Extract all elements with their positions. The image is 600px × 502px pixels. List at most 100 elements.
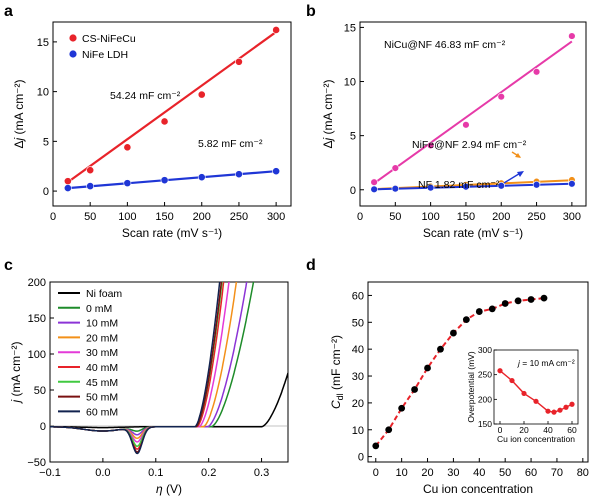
y-tick-label: 5	[43, 136, 49, 148]
y-axis-label: j (mA cm⁻²)	[9, 342, 23, 405]
plot-frame	[359, 21, 587, 207]
inset-chart: 0 20 40 60 150 200 250 300 Cu ion concentration O…	[466, 345, 582, 444]
x-tick-label: 0.2	[201, 467, 216, 479]
curve-60-mm	[50, 282, 221, 455]
chart-c: −0.1 0.0 0.1 0.2 0.3 −50 0 50 100 150 200 η (V) j (m…	[9, 277, 289, 496]
data-point	[398, 404, 406, 412]
data-point	[372, 442, 380, 450]
y-tick-label: 15	[344, 22, 356, 34]
x-tick-label: 20	[421, 467, 433, 479]
x-tick-label: 250	[527, 211, 545, 223]
legend-entry: CS-NiFeCu	[82, 33, 136, 45]
y-tick-label: 50	[34, 385, 46, 397]
data-point	[527, 296, 535, 303]
data-point	[568, 32, 576, 40]
x-tick-label: 0	[357, 211, 363, 223]
x-axis-label: Cu ion concentration	[423, 482, 533, 496]
data-point	[450, 329, 457, 337]
y-axis-label: Cdl (mF cm⁻²)	[329, 335, 345, 409]
legend-entry: 50 mM	[86, 392, 118, 404]
y-tick-label: 10	[352, 425, 364, 437]
chart-a: 0 50 100 150 200 250 300 0 5 10 15 Scan rate (mV s⁻…	[12, 21, 292, 240]
inset-y-tick-label: 150	[478, 419, 492, 429]
legend-marker	[69, 34, 77, 42]
legend-entry: 0 mM	[86, 303, 112, 315]
annotation-arrowhead	[515, 153, 521, 158]
inset-annotation: j = 10 mA cm⁻²	[517, 358, 575, 368]
data-point	[197, 90, 206, 99]
plot-frame	[49, 281, 289, 463]
x-tick-label: 300	[563, 211, 581, 223]
data-point	[235, 170, 243, 179]
inset-point	[569, 401, 575, 407]
x-tick-label: 10	[396, 467, 408, 479]
data-point	[475, 308, 483, 315]
data-point	[123, 143, 132, 152]
panel-label-b: b	[306, 3, 316, 20]
legend-entry: 40 mM	[86, 362, 118, 374]
legend-entry: 45 mM	[86, 377, 118, 389]
y-axis-label: Δj (mA cm⁻²)	[321, 79, 335, 148]
legend-entry: 20 mM	[86, 332, 118, 344]
data-point	[160, 176, 169, 185]
x-tick-label: 0.0	[95, 467, 110, 479]
x-tick-label: 80	[577, 467, 589, 479]
x-tick-label: 70	[551, 467, 563, 479]
data-point	[488, 305, 496, 313]
y-tick-label: 10	[37, 87, 49, 99]
data-point	[540, 294, 548, 302]
slope-annotation: NiFe@NF 2.94 mF cm⁻²	[412, 139, 527, 151]
legend-entry: 60 mM	[86, 406, 118, 418]
x-tick-label: 150	[457, 211, 475, 223]
x-tick-label: 0.3	[254, 467, 269, 479]
inset-point	[509, 377, 515, 384]
x-tick-label: 300	[267, 211, 285, 223]
x-tick-label: 250	[230, 211, 248, 223]
x-tick-label: 100	[118, 211, 136, 223]
inset-y-tick-label: 300	[478, 345, 492, 355]
legend-marker	[69, 50, 77, 58]
data-point	[272, 167, 281, 176]
inset-point	[545, 408, 551, 414]
y-tick-label: 0	[40, 421, 46, 433]
y-axis-label: Δj (mA cm⁻²)	[12, 79, 26, 148]
plot-frame	[52, 21, 292, 207]
x-tick-label: 50	[499, 467, 511, 479]
inset-point	[563, 404, 569, 410]
slope-annotation: 54.24 mF cm⁻²	[110, 90, 181, 102]
data-point	[86, 182, 95, 191]
data-point	[63, 177, 72, 186]
data-point	[235, 57, 243, 66]
data-point	[370, 178, 378, 186]
annotation-arrowhead	[517, 171, 524, 177]
inset-x-tick-label: 0	[498, 425, 503, 435]
data-point	[437, 345, 444, 353]
data-point	[462, 316, 470, 324]
data-point	[501, 300, 509, 307]
y-tick-label: −50	[27, 457, 46, 469]
data-point	[86, 166, 95, 175]
data-point	[497, 92, 505, 101]
inset-point	[521, 390, 527, 397]
data-point	[272, 26, 281, 34]
y-tick-label: 0	[350, 185, 356, 197]
fit-line	[67, 170, 277, 190]
x-tick-label: 0	[50, 211, 56, 223]
inset-y-tick-label: 200	[478, 394, 492, 404]
slope-annotation: NF 1.82 mF cm⁻²	[418, 179, 500, 191]
x-tick-label: 100	[421, 211, 439, 223]
y-tick-label: 20	[352, 398, 364, 410]
y-tick-label: 60	[352, 290, 364, 302]
x-tick-label: 60	[525, 467, 537, 479]
data-point	[391, 164, 400, 172]
data-point	[385, 426, 393, 434]
inset-point	[533, 398, 539, 404]
inset-x-tick-label: 20	[519, 425, 529, 435]
y-tick-label: 5	[350, 131, 356, 143]
data-point	[514, 297, 522, 305]
x-tick-label: 150	[155, 211, 173, 223]
inset-frame	[493, 349, 579, 425]
y-tick-label: 15	[37, 37, 49, 49]
plot-frame	[367, 281, 589, 463]
